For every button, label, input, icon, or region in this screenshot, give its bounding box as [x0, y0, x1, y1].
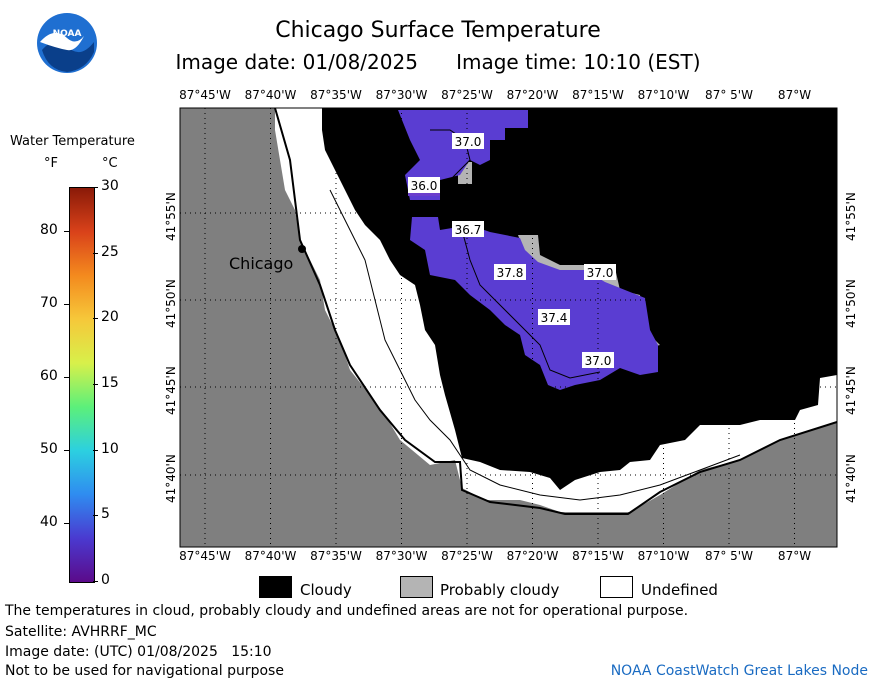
- image-date-label: Image date: 01/08/2025: [175, 50, 418, 74]
- temperature-label: 37.0: [582, 352, 614, 368]
- cloudy-swatch: [259, 576, 292, 598]
- image-time-label: Image time: 10:10 (EST): [456, 50, 701, 74]
- temperature-colorbar: [69, 187, 95, 583]
- map-frame: [179, 107, 838, 548]
- longitude-label: 87°W: [777, 549, 812, 563]
- legend-tick-mark: [64, 522, 69, 524]
- page-title: Chicago Surface Temperature: [275, 18, 601, 43]
- legend-tick-f: 40: [40, 513, 58, 530]
- latitude-label: 41°50'N: [164, 279, 178, 328]
- longitude-label: 87°45'W: [179, 88, 231, 102]
- legend-tick-mark: [64, 230, 69, 232]
- chicago-marker: [298, 245, 306, 253]
- temperature-value: 36.0: [411, 179, 438, 193]
- longitude-label: 87° 5'W: [705, 549, 753, 563]
- temperature-label: 37.4: [538, 309, 570, 325]
- legend-tick-mark: [93, 187, 98, 188]
- longitude-label: 87°15'W: [572, 88, 624, 102]
- legend-tick-c: 0: [101, 572, 110, 588]
- legend-tick-mark: [64, 376, 69, 378]
- temperature-value: 37.0: [455, 135, 482, 149]
- legend-tick-c: 25: [101, 243, 119, 260]
- temperature-value: 36.7: [455, 223, 482, 237]
- legend-tick-mark: [93, 581, 98, 582]
- latitude-label: 41°55'N: [164, 192, 178, 241]
- longitude-label: 87°30'W: [375, 88, 428, 102]
- legend-unit-f: °F: [44, 156, 58, 171]
- latitude-label: 41°50'N: [844, 279, 858, 328]
- longitude-label: 87°35'W: [310, 549, 362, 563]
- satellite-text: Satellite: AVHRRF_MC: [5, 624, 157, 640]
- longitude-label: 87°30'W: [375, 549, 428, 563]
- legend-tick-mark: [64, 303, 69, 305]
- latitude-label: 41°55'N: [844, 192, 858, 241]
- latitude-label: 41°40'N: [844, 454, 858, 503]
- latitude-label: 41°45'N: [844, 366, 858, 415]
- legend-tick-f: 60: [40, 367, 58, 384]
- legend-tick-mark: [93, 318, 98, 320]
- water-area: [410, 217, 658, 390]
- legend-tick-mark: [93, 384, 98, 385]
- utc-date-text: Image date: (UTC) 01/08/2025 15:10: [5, 644, 272, 660]
- credit-text: NOAA CoastWatch Great Lakes Node: [610, 663, 868, 679]
- graticule: [180, 108, 837, 547]
- longitude-label: 87°40'W: [244, 549, 297, 563]
- longitude-label: 87°10'W: [637, 88, 690, 102]
- isobath-line: [430, 129, 601, 379]
- disclaimer-text: The temperatures in cloud, probably clou…: [5, 603, 689, 619]
- temperature-label: 37.0: [452, 133, 484, 149]
- longitude-label: 87°20'W: [506, 88, 559, 102]
- longitude-label: 87°25'W: [441, 549, 493, 563]
- legend-unit-c: °C: [102, 156, 118, 171]
- image-datetime: Image date: 01/08/2025 Image time: 10:10…: [0, 50, 876, 74]
- longitude-label: 87°20'W: [506, 549, 559, 563]
- noaa-logo-icon: NOAA: [36, 12, 98, 74]
- legend-tick-c: 10: [101, 440, 119, 457]
- latitude-label: 41°40'N: [164, 454, 178, 503]
- legend-tick-mark: [93, 252, 98, 254]
- temperature-label: 36.7: [452, 221, 484, 237]
- coastline: [274, 107, 838, 515]
- temperature-label: 36.0: [408, 177, 440, 193]
- temperature-label: 37.8: [494, 264, 526, 280]
- legend-title: Water Temperature: [10, 134, 135, 149]
- temperature-value: 37.4: [541, 311, 568, 325]
- temperature-value: 37.0: [585, 354, 612, 368]
- longitude-label: 87° 5'W: [705, 88, 753, 102]
- temperature-value: 37.8: [497, 266, 524, 280]
- noaa-logo-text: NOAA: [53, 29, 82, 39]
- probably-cloudy-label: Probably cloudy: [440, 581, 560, 599]
- legend-tick-c: 30: [101, 178, 119, 194]
- longitude-label: 87°35'W: [310, 88, 362, 102]
- legend-tick-mark: [93, 449, 98, 451]
- temperature-label: 37.0: [584, 264, 616, 280]
- isobath-line: [329, 189, 741, 501]
- longitude-label: 87°40'W: [244, 88, 297, 102]
- nav-warning-text: Not to be used for navigational purpose: [5, 663, 284, 679]
- legend-tick-f: 80: [40, 221, 58, 238]
- temperature-labels: 37.0 36.0 36.7 37.8 37.0 37.4 37.0: [408, 133, 616, 368]
- latitude-label: 41°45'N: [164, 366, 178, 415]
- longitude-label: 87°15'W: [572, 549, 624, 563]
- chicago-label: Chicago: [229, 254, 293, 273]
- legend-tick-f: 70: [40, 294, 58, 311]
- legend-tick-mark: [64, 449, 69, 451]
- undefined-swatch: [600, 576, 633, 598]
- longitude-label: 87°45'W: [179, 549, 231, 563]
- longitude-label: 87°W: [777, 88, 812, 102]
- longitude-label: 87°10'W: [637, 549, 690, 563]
- temperature-value: 37.0: [587, 266, 614, 280]
- longitude-label: 87°25'W: [441, 88, 493, 102]
- probably-cloudy-swatch: [400, 576, 433, 598]
- legend-tick-mark: [93, 515, 98, 517]
- cloudy-label: Cloudy: [300, 581, 352, 599]
- legend-tick-c: 5: [101, 506, 110, 523]
- legend-tick-c: 15: [101, 375, 119, 391]
- undefined-label: Undefined: [641, 581, 718, 599]
- legend-tick-f: 50: [40, 440, 58, 457]
- legend-tick-c: 20: [101, 309, 119, 326]
